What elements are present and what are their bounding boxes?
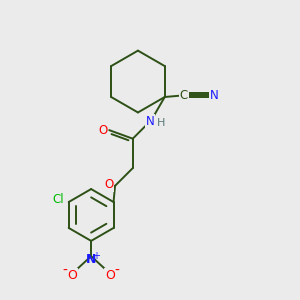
Text: C: C	[180, 89, 188, 102]
Text: H: H	[157, 118, 165, 128]
Text: -: -	[63, 264, 68, 278]
Text: N: N	[210, 89, 219, 102]
Text: N: N	[146, 115, 154, 128]
Text: O: O	[67, 269, 77, 282]
Text: O: O	[104, 178, 113, 191]
Text: +: +	[92, 251, 100, 261]
Text: O: O	[98, 124, 107, 136]
Text: -: -	[115, 264, 119, 278]
Text: Cl: Cl	[52, 193, 64, 206]
Text: O: O	[105, 269, 115, 282]
Text: N: N	[86, 253, 96, 266]
